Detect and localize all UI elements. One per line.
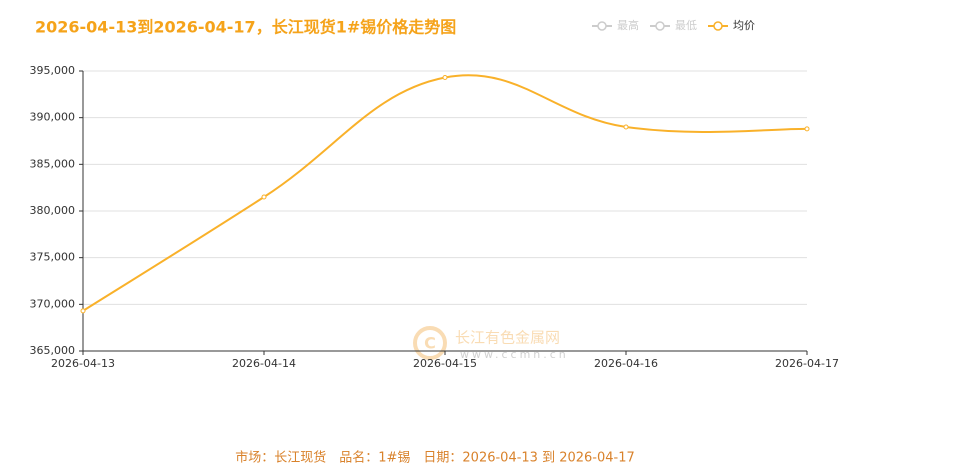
y-tick-label: 395,000: [30, 64, 76, 77]
x-tick-label: 2026-04-17: [775, 357, 839, 370]
watermark-name: 长江有色金属网: [455, 329, 560, 347]
point: [623, 124, 629, 130]
y-tick-label: 380,000: [30, 204, 76, 217]
legend-label: 最高: [617, 18, 639, 32]
x-tick-label: 2026-04-16: [594, 357, 658, 370]
watermark-logo: [413, 326, 447, 360]
x-tick-label: 2026-04-14: [232, 357, 296, 370]
y-tick-label: 365,000: [30, 344, 76, 357]
point: [442, 75, 448, 81]
watermark-logo-letter: C: [424, 334, 436, 353]
y-tick-label: 390,000: [30, 111, 76, 124]
legend-marker: [597, 21, 607, 31]
point: [80, 308, 86, 314]
y-tick-label: 370,000: [30, 297, 76, 310]
x-tick-label: 2026-04-13: [51, 357, 115, 370]
x-tick-label: 2026-04-15: [413, 357, 477, 370]
chart-title: 2026-04-13到2026-04-17，长江现货1#锡价格走势图: [35, 18, 456, 37]
point: [804, 126, 810, 132]
legend-label: 最低: [675, 19, 697, 32]
y-tick-label: 375,000: [30, 251, 76, 264]
legend-marker: [713, 21, 723, 31]
point: [261, 194, 267, 200]
legend-label: 均价: [733, 19, 755, 32]
y-tick-label: 385,000: [30, 157, 76, 170]
line: [82, 74, 808, 312]
footer: 市场：长江现货 品名：1#锡 日期：2026-04-13 到 2026-04-1…: [235, 450, 635, 466]
legend-marker: [655, 21, 665, 31]
